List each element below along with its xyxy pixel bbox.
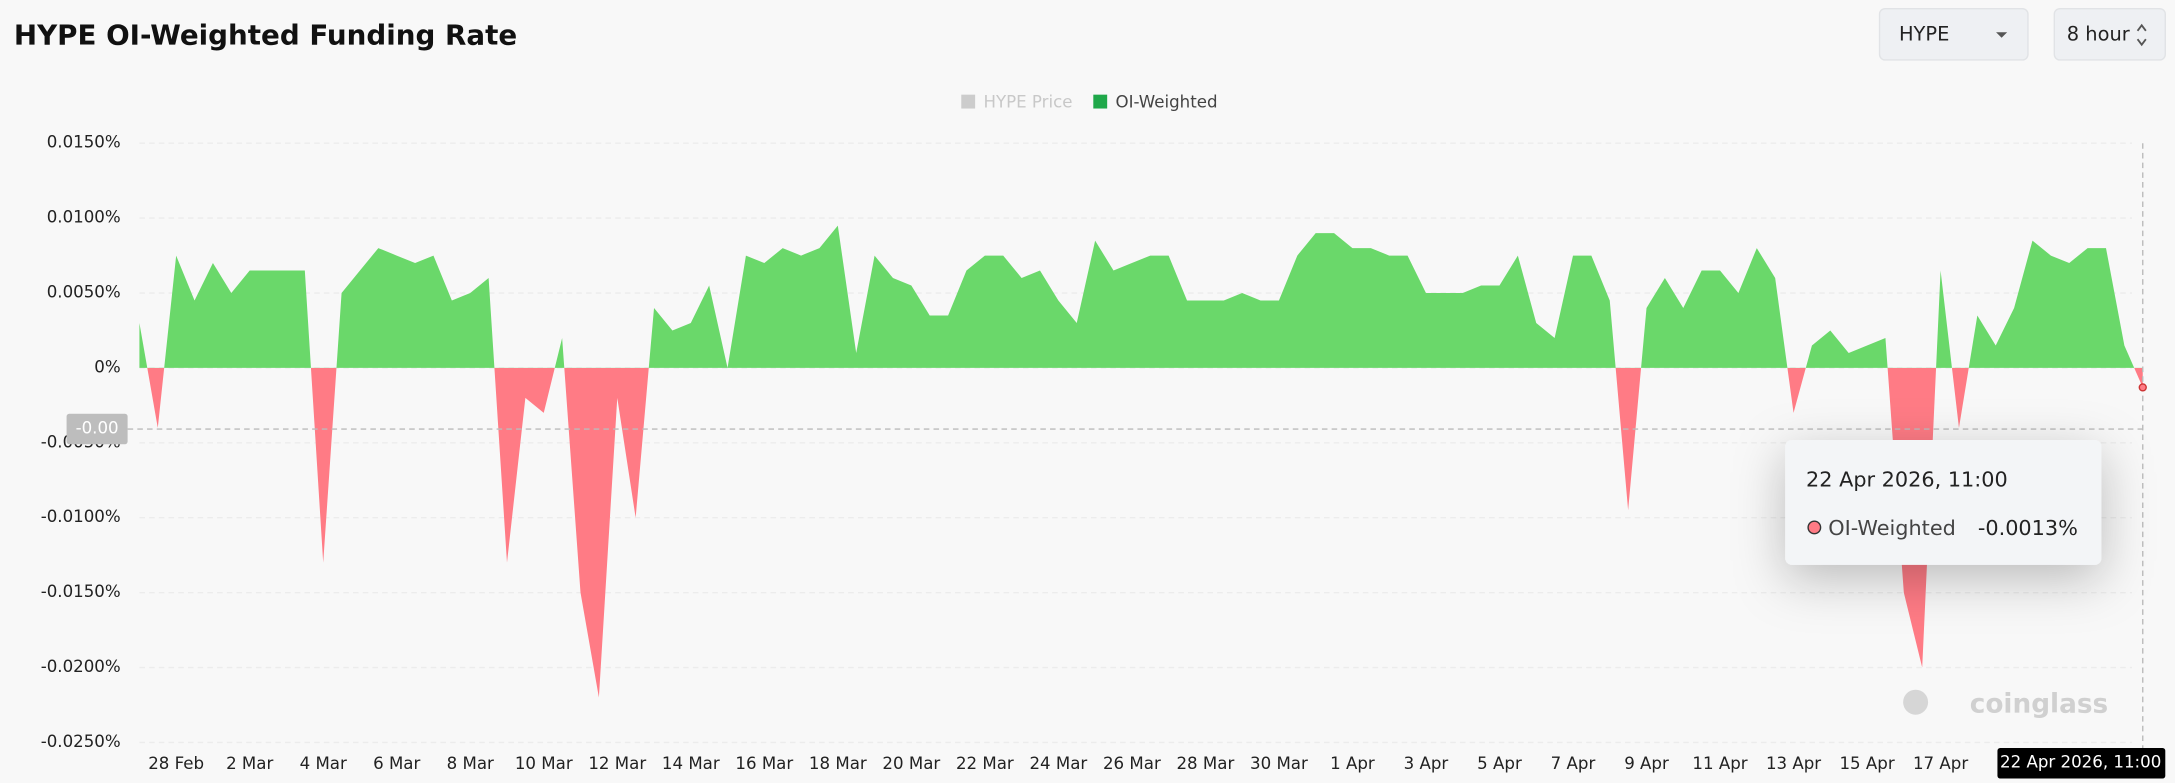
y-tick-label: 0.0150% <box>47 133 121 152</box>
caret <box>1996 32 2008 38</box>
x-tick-label: 24 Mar <box>1029 754 1087 773</box>
page-title: HYPE OI-Weighted Funding Rate <box>14 18 517 51</box>
x-tick-label: 22 Mar <box>956 754 1014 773</box>
crosshair-x-box <box>1997 747 2166 779</box>
legend-swatch[interactable] <box>1093 94 1108 109</box>
y-tick-label: 0.0050% <box>47 283 121 302</box>
x-tick-label: 10 Mar <box>515 754 573 773</box>
crosshair-y-label: -0.00 <box>76 419 119 438</box>
crosshair-x-label: 22 Apr 2026, 11:00 <box>2000 753 2161 772</box>
interval-select[interactable] <box>2053 7 2166 61</box>
hover-point <box>2138 383 2147 392</box>
tooltip <box>1785 440 2102 565</box>
x-tick-label: 3 Apr <box>1404 754 1449 773</box>
y-tick-label: -0.0150% <box>41 582 121 601</box>
area <box>139 225 2143 698</box>
x-tick-label: 9 Apr <box>1624 754 1669 773</box>
y-tick-label: -0.0100% <box>41 507 121 526</box>
legend-swatch[interactable] <box>961 94 976 109</box>
x-tick-label: 2 Mar <box>226 754 273 773</box>
x-tick-label: 17 Apr <box>1913 754 1968 773</box>
x-tick-label: 16 Mar <box>735 754 793 773</box>
x-tick-label: 14 Mar <box>662 754 720 773</box>
tooltip-marker <box>1807 520 1822 535</box>
watermark: coinglass <box>1970 689 2109 719</box>
tooltip-series: OI-Weighted <box>1828 516 1956 540</box>
y-tick-label: 0% <box>94 357 120 376</box>
tooltip-value: -0.0013% <box>1978 516 2078 540</box>
x-tick-label: 5 Apr <box>1477 754 1522 773</box>
plot <box>139 225 2143 698</box>
x-tick-label: 26 Mar <box>1103 754 1161 773</box>
legend-label[interactable]: OI-Weighted <box>1115 92 1217 111</box>
x-tick-label: 8 Mar <box>447 754 494 773</box>
coin-select-label: HYPE <box>1899 23 1949 46</box>
legend: HYPE Price OI-Weighted <box>961 92 1218 111</box>
y-tick-label: 0.0100% <box>47 208 121 227</box>
updown-icon <box>2136 23 2147 47</box>
x-tick-label: 6 Mar <box>373 754 420 773</box>
x-tick-label: 18 Mar <box>809 754 867 773</box>
watermark-logo <box>1903 689 1929 715</box>
x-tick-label: 1 Apr <box>1330 754 1375 773</box>
x-tick-label: 11 Apr <box>1692 754 1747 773</box>
coin-select[interactable] <box>1878 7 2029 61</box>
x-tick-label: 13 Apr <box>1766 754 1821 773</box>
y-tick-label: -0.0250% <box>41 732 121 751</box>
crosshair-y-box <box>66 413 128 445</box>
x-tick-label: 30 Mar <box>1250 754 1308 773</box>
x-tick-label: 12 Mar <box>588 754 646 773</box>
y-tick-label: -0.0200% <box>41 657 121 676</box>
x-tick-label: 20 Mar <box>882 754 940 773</box>
x-tick-label: 28 Mar <box>1176 754 1234 773</box>
x-tick-label: 7 Apr <box>1551 754 1596 773</box>
x-tick-label: 15 Apr <box>1839 754 1894 773</box>
x-tick-label: 28 Feb <box>148 754 204 773</box>
overlay: -0.00 22 Apr 2026, 11:00 22 Apr 2026, 11:0… <box>66 143 2166 779</box>
legend-label[interactable]: HYPE Price <box>983 92 1072 111</box>
x-tick-label: 4 Mar <box>300 754 347 773</box>
interval-select-label: 8 hour <box>2067 23 2130 46</box>
tooltip-title: 22 Apr 2026, 11:00 <box>1806 467 2008 491</box>
